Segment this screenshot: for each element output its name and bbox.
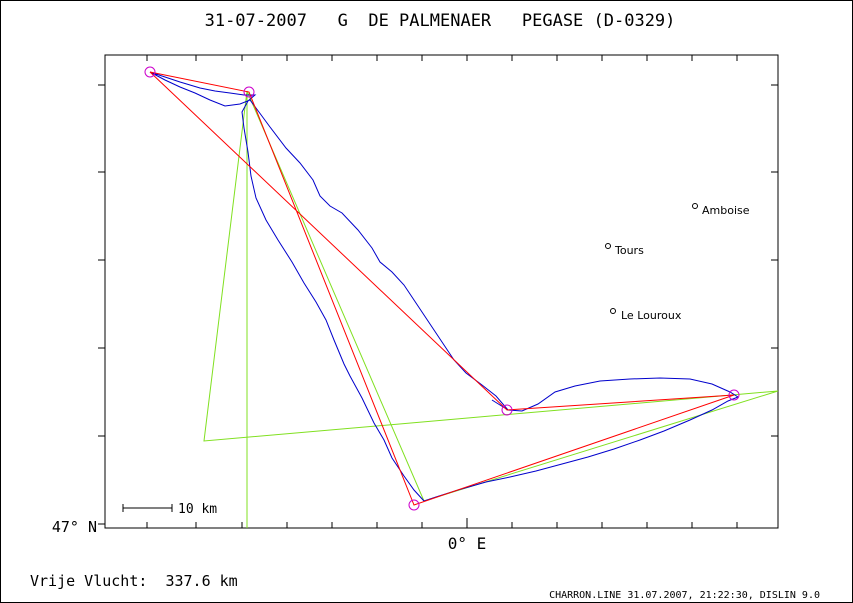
place-le-louroux: Le Louroux [610, 308, 682, 322]
place-amboise-label: Amboise [702, 204, 750, 217]
turnpoint-start [144, 66, 156, 78]
turnpoint-3 [728, 389, 740, 401]
place-tours: Tours [605, 243, 644, 257]
y-ticks-right [771, 84, 778, 437]
distance-summary: Vrije Vlucht: 337.6 km [30, 572, 238, 590]
y-ticks-left [98, 84, 105, 525]
scale-bar-label: 10 km [178, 502, 217, 517]
x-ticks-top [146, 55, 738, 61]
declared-route [203, 90, 779, 528]
flight-track [149, 71, 740, 502]
place-le-louroux-label: Le Louroux [621, 309, 682, 322]
credit-line: CHARRON.LINE 31.07.2007, 21:22:30, DISLI… [549, 590, 820, 601]
plot-frame [104, 54, 779, 529]
optimized-route [149, 71, 735, 506]
scale-bar: 10 km [122, 502, 217, 517]
turnpoint-2 [408, 499, 420, 511]
turnpoints [144, 66, 740, 511]
turnpoint-1 [243, 86, 255, 98]
x-axis-label: 0° E [448, 534, 487, 553]
place-amboise: Amboise [692, 203, 750, 217]
y-axis-label: 47° N [52, 518, 97, 536]
x-ticks-bottom [146, 518, 738, 528]
turnpoint-finish [501, 404, 513, 416]
place-tours-label: Tours [614, 244, 644, 257]
map-title: 31-07-2007 G DE PALMENAER PEGASE (D-0329… [205, 11, 676, 31]
